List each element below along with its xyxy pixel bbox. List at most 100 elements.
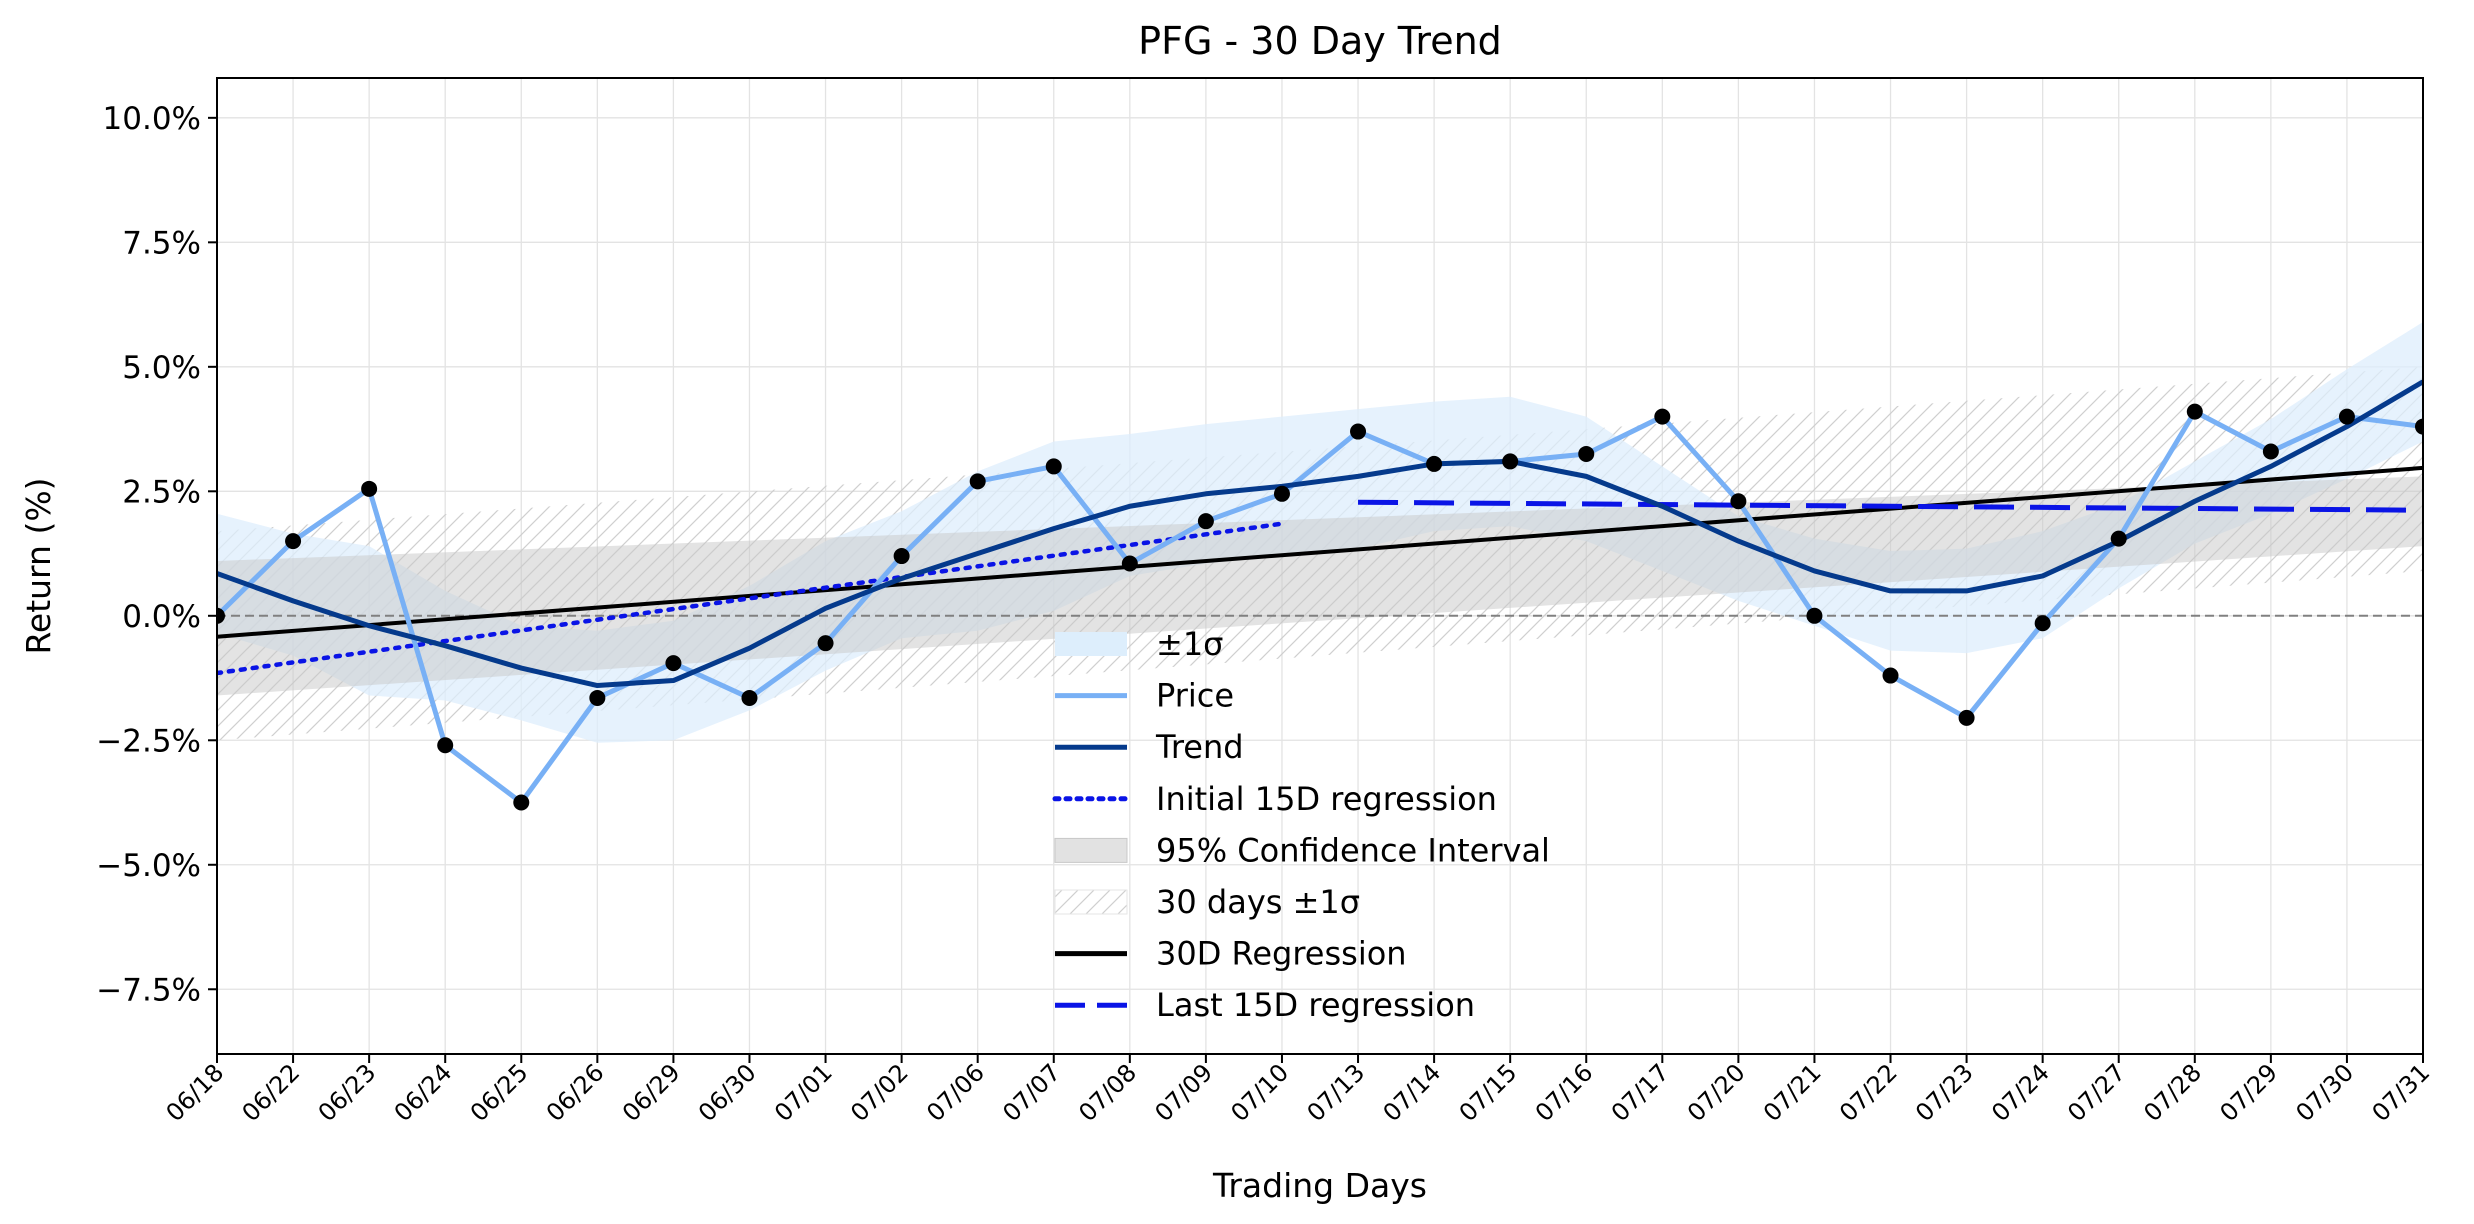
price-line [217, 409, 2423, 806]
y-axis-label: Return (%) [19, 477, 58, 654]
price-point [285, 533, 302, 550]
x-tick-label: 07/28 [2138, 1058, 2207, 1127]
legend-swatch [1054, 889, 1128, 915]
price-point [665, 655, 682, 672]
y-tick-label: 5.0% [122, 350, 201, 386]
x-tick-label: 07/07 [997, 1058, 1066, 1127]
y-tick-label: 10.0% [103, 101, 201, 137]
legend-label: 95% Confidence Interval [1156, 831, 1550, 869]
legend-label: Last 15D regression [1156, 986, 1475, 1024]
price-point [2415, 418, 2423, 435]
y-tick-label: −7.5% [96, 972, 201, 1008]
legend-item: Last 15D regression [1055, 986, 1475, 1024]
legend-item: Trend [1055, 728, 1244, 766]
price-point [893, 548, 910, 565]
x-tick-label: 07/08 [1073, 1058, 1142, 1127]
x-tick-label: 07/06 [921, 1058, 990, 1127]
price-point [361, 480, 378, 497]
legend-item: 95% Confidence Interval [1054, 831, 1550, 869]
price-point [2186, 403, 2203, 420]
x-tick-label: 07/13 [1302, 1058, 1371, 1127]
legend-label: 30 days ±1σ [1156, 883, 1360, 921]
price-point [2338, 408, 2355, 425]
x-axis-label: Trading Days [1212, 1166, 1427, 1205]
x-tick-label: 06/30 [693, 1058, 762, 1127]
x-tick-label: 07/10 [1225, 1058, 1294, 1127]
price-point [513, 794, 530, 811]
regression-30d-line [217, 465, 2423, 639]
x-tick-label: 07/22 [1834, 1058, 1903, 1127]
x-tick-label: 07/27 [2062, 1058, 2131, 1127]
y-tick-label: −2.5% [96, 723, 201, 759]
legend-swatch [1055, 632, 1127, 656]
regression-initial-15d-line [217, 521, 1285, 676]
price-point [1426, 455, 1443, 472]
x-tick-label: 07/20 [1682, 1058, 1751, 1127]
price-point [969, 473, 986, 490]
x-tick-label: 06/22 [237, 1058, 306, 1127]
legend-swatch [1054, 837, 1128, 863]
price-point [2262, 443, 2279, 460]
price-point [1121, 555, 1138, 572]
x-tick-label: 07/14 [1378, 1058, 1447, 1127]
legend-label: 30D Regression [1156, 935, 1407, 973]
price-point [817, 635, 834, 652]
y-tick-label: 7.5% [122, 225, 201, 261]
x-tick-label: 07/17 [1606, 1058, 1675, 1127]
y-tick-label: −5.0% [96, 848, 201, 884]
trend-line [217, 379, 2423, 689]
legend: ±1σ Price Trend Initial 15D regression 95% C… [1052, 625, 1550, 1024]
price-point [2110, 530, 2127, 547]
x-tick-label: 07/31 [2367, 1058, 2436, 1127]
x-tick-label: 07/02 [845, 1058, 914, 1127]
legend-label: ±1σ [1156, 625, 1223, 663]
price-point [1502, 453, 1519, 470]
price-point [2034, 615, 2051, 632]
x-tick-label: 07/24 [1986, 1058, 2055, 1127]
price-point [589, 689, 606, 706]
legend-item: Price [1055, 677, 1234, 715]
x-tick-label: 07/30 [2290, 1058, 2359, 1127]
price-point [1730, 493, 1747, 510]
x-tick-label: 07/29 [2214, 1058, 2283, 1127]
x-tick-label: 06/24 [389, 1058, 458, 1127]
price-point [1273, 485, 1290, 502]
x-tick-label: 06/18 [161, 1058, 230, 1127]
legend-label: Price [1156, 677, 1234, 715]
x-tick-label: 07/01 [769, 1058, 838, 1127]
x-tick-label: 06/26 [541, 1058, 610, 1127]
regression-last-15d-line [1358, 499, 2423, 513]
price-point [1958, 709, 1975, 726]
y-tick-label: 2.5% [122, 474, 201, 510]
price-point [437, 737, 454, 754]
x-tick-label: 06/23 [313, 1058, 382, 1127]
x-tick-label: 06/25 [465, 1058, 534, 1127]
legend-label: Trend [1155, 728, 1244, 766]
price-point [1197, 513, 1214, 530]
legend-label: Initial 15D regression [1156, 780, 1497, 818]
price-point [1654, 408, 1671, 425]
x-tick-label: 07/21 [1758, 1058, 1827, 1127]
x-tick-label: 07/23 [1910, 1058, 1979, 1127]
price-point [1806, 607, 1823, 624]
price-point [1578, 445, 1595, 462]
price-point [1350, 423, 1367, 440]
x-tick-label: 06/29 [617, 1058, 686, 1127]
x-axis: 06/18 06/22 06/23 06/24 06/25 06/26 06/29 06/30… [161, 1054, 2436, 1127]
legend-item: ±1σ [1055, 625, 1223, 663]
price-point [217, 607, 225, 624]
legend-item: Initial 15D regression [1052, 780, 1497, 818]
price-point [1882, 667, 1899, 684]
plot-frame [216, 77, 2424, 1055]
y-tick-label: 0.0% [122, 599, 201, 635]
price-point [1045, 458, 1062, 475]
x-tick-label: 07/09 [1149, 1058, 1218, 1127]
x-tick-label: 07/15 [1454, 1058, 1523, 1127]
legend-item: 30D Regression [1055, 935, 1407, 973]
legend-item: 30 days ±1σ [1054, 883, 1360, 921]
price-point [741, 689, 758, 706]
plot-area [217, 78, 2423, 1054]
y-axis: −7.5% −5.0% −2.5% 0.0% 2.5% 5.0% 7.5% 10.0% [96, 101, 217, 1008]
chart-title: PFG - 30 Day Trend [1138, 19, 1502, 63]
